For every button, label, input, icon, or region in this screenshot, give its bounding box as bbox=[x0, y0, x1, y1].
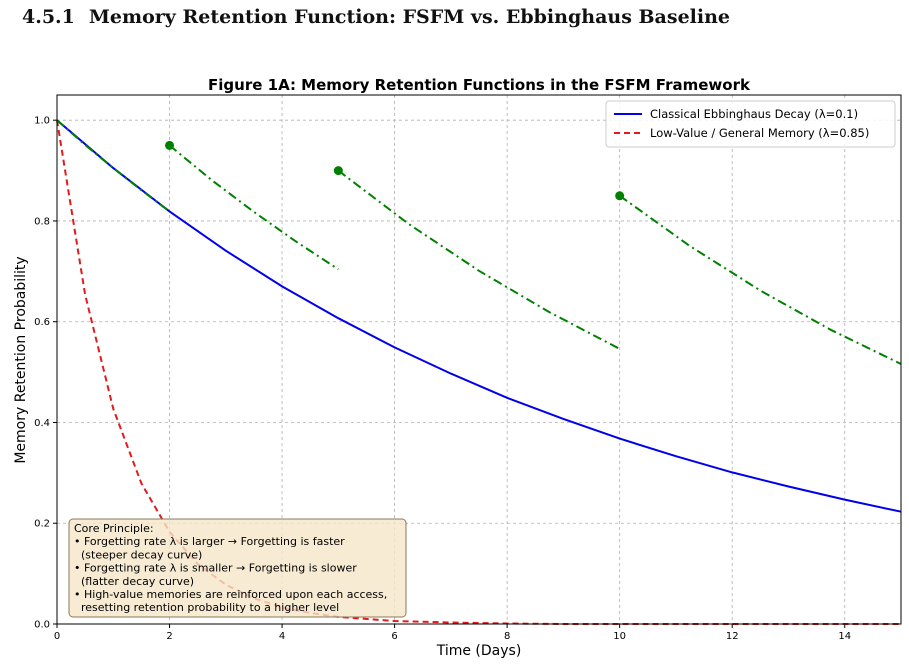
core-principle-note: Core Principle:• Forgetting rate λ is la… bbox=[68, 518, 407, 618]
section-title: Memory Retention Function: FSFM vs. Ebbi… bbox=[88, 6, 730, 28]
chart-title: Figure 1A: Memory Retention Functions in… bbox=[208, 76, 751, 94]
reinforcement-point bbox=[165, 140, 175, 150]
note-line: resetting retention probability to a hig… bbox=[74, 601, 339, 614]
x-tick-label: 14 bbox=[838, 631, 851, 642]
series-line-0 bbox=[56, 119, 902, 513]
series-line-4 bbox=[337, 169, 621, 350]
legend: Classical Ebbinghaus Decay (λ=0.1) Low-Va… bbox=[605, 100, 896, 148]
y-tick-label: 0.0 bbox=[34, 620, 50, 631]
y-axis-label: Memory Retention Probability bbox=[13, 256, 29, 463]
y-tick-label: 0.8 bbox=[34, 216, 50, 227]
note-box bbox=[68, 518, 407, 618]
reinforcement-point bbox=[615, 191, 625, 201]
legend-label: Low-Value / General Memory (λ=0.85) bbox=[650, 126, 869, 140]
legend-label: Classical Ebbinghaus Decay (λ=0.1) bbox=[650, 107, 858, 121]
note-line: (flatter decay curve) bbox=[74, 575, 194, 588]
x-tick-label: 0 bbox=[54, 631, 60, 642]
x-axis-label: Time (Days) bbox=[436, 643, 522, 659]
reinforcement-point bbox=[333, 166, 343, 176]
y-tick-label: 1.0 bbox=[34, 116, 50, 127]
x-tick-label: 2 bbox=[166, 631, 172, 642]
note-line: Core Principle: bbox=[74, 522, 154, 535]
series-line-2 bbox=[56, 119, 171, 213]
x-tick-label: 12 bbox=[726, 631, 739, 642]
note-line: (steeper decay curve) bbox=[74, 548, 202, 561]
section-number: 4.5.1 bbox=[22, 6, 75, 28]
legend-box bbox=[605, 100, 896, 148]
series-line-5 bbox=[619, 194, 902, 365]
y-tick-label: 0.2 bbox=[34, 519, 50, 530]
note-line: • Forgetting rate λ is larger → Forgetti… bbox=[74, 535, 345, 548]
note-line: • High-value memories are reinforced upo… bbox=[74, 588, 387, 601]
x-tick-label: 8 bbox=[504, 631, 510, 642]
series-line-3 bbox=[168, 144, 339, 271]
axis-ticks: 0 2 4 6 8 10 12 14 0.0 0.2 0.4 0.6 0.8 1.0 bbox=[34, 116, 851, 642]
section-heading: 4.5.1 Memory Retention Function: FSFM vs.… bbox=[22, 6, 730, 28]
note-line: • Forgetting rate λ is smaller → Forgett… bbox=[74, 562, 357, 575]
x-tick-label: 6 bbox=[391, 631, 397, 642]
x-tick-label: 10 bbox=[613, 631, 626, 642]
y-tick-label: 0.4 bbox=[34, 418, 50, 429]
x-tick-label: 4 bbox=[279, 631, 285, 642]
y-tick-label: 0.6 bbox=[34, 317, 50, 328]
plot-frame bbox=[56, 94, 902, 625]
